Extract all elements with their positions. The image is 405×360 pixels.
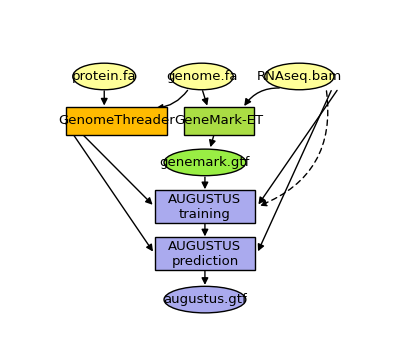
Ellipse shape (264, 63, 333, 90)
Text: AUGUSTUS
training: AUGUSTUS training (168, 193, 241, 221)
Text: genome.fa: genome.fa (166, 70, 237, 83)
Ellipse shape (170, 63, 233, 90)
Text: GenomeThreader: GenomeThreader (58, 114, 175, 127)
FancyBboxPatch shape (154, 238, 255, 270)
Text: GeneMark-ET: GeneMark-ET (174, 114, 263, 127)
Ellipse shape (72, 63, 135, 90)
Text: RNAseq.bam: RNAseq.bam (256, 70, 341, 83)
Text: protein.fa: protein.fa (72, 70, 136, 83)
FancyBboxPatch shape (66, 107, 167, 135)
FancyBboxPatch shape (154, 190, 255, 223)
Ellipse shape (164, 149, 245, 176)
FancyBboxPatch shape (184, 107, 253, 135)
Text: augustus.gtf: augustus.gtf (163, 293, 246, 306)
Text: AUGUSTUS
prediction: AUGUSTUS prediction (168, 240, 241, 268)
Text: genemark.gtf: genemark.gtf (159, 156, 249, 169)
Ellipse shape (164, 286, 245, 313)
